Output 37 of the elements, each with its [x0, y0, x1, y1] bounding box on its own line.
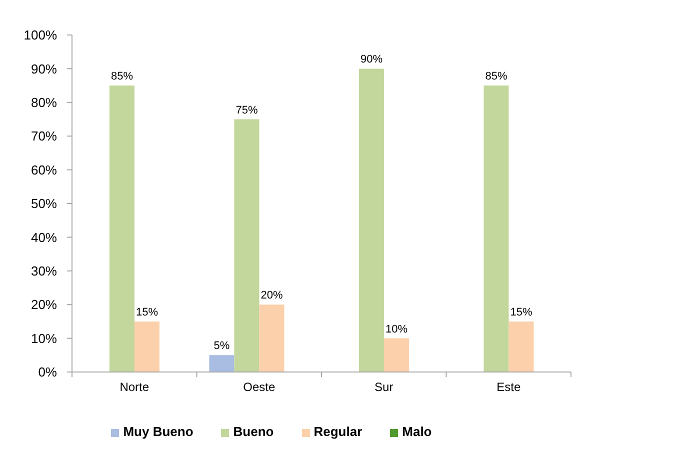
bar — [384, 338, 409, 372]
legend-label: Muy Bueno — [123, 424, 194, 439]
y-tick-label: 30% — [30, 264, 58, 279]
x-tick-label: Este — [496, 380, 521, 394]
data-label: 15% — [136, 306, 158, 318]
x-tick-label: Norte — [120, 380, 150, 394]
bar — [358, 68, 384, 372]
bar — [259, 304, 284, 372]
data-label: 85% — [110, 70, 134, 83]
bar — [134, 321, 160, 372]
bar — [209, 355, 234, 372]
data-label: 15% — [510, 306, 532, 318]
data-label: 90% — [360, 54, 383, 66]
data-label: 10% — [385, 323, 408, 336]
data-label: 5% — [214, 340, 230, 352]
bar — [508, 321, 534, 372]
x-tick-label: Oeste — [243, 380, 276, 394]
x-tick-label: Sur — [374, 380, 394, 394]
legend-label: Malo — [402, 424, 432, 439]
data-label: 75% — [236, 104, 258, 116]
legend-label: Bueno — [233, 424, 274, 439]
data-label: 20% — [260, 290, 283, 302]
bar — [109, 86, 134, 372]
y-tick-label: 10% — [30, 330, 58, 346]
y-tick-label: 50% — [30, 196, 58, 212]
bar — [234, 119, 260, 372]
y-tick-label: 100% — [24, 28, 58, 43]
y-tick-label: 0% — [38, 364, 58, 380]
y-tick-label: 70% — [30, 128, 58, 144]
y-tick-label: 40% — [30, 230, 58, 245]
legend-label: Regular — [314, 424, 362, 439]
y-tick-label: 90% — [30, 61, 58, 76]
y-tick-label: 80% — [30, 95, 58, 110]
y-tick-label: 60% — [30, 162, 58, 178]
bar — [484, 86, 509, 372]
y-tick-label: 20% — [30, 297, 58, 312]
data-label: 85% — [485, 70, 508, 83]
